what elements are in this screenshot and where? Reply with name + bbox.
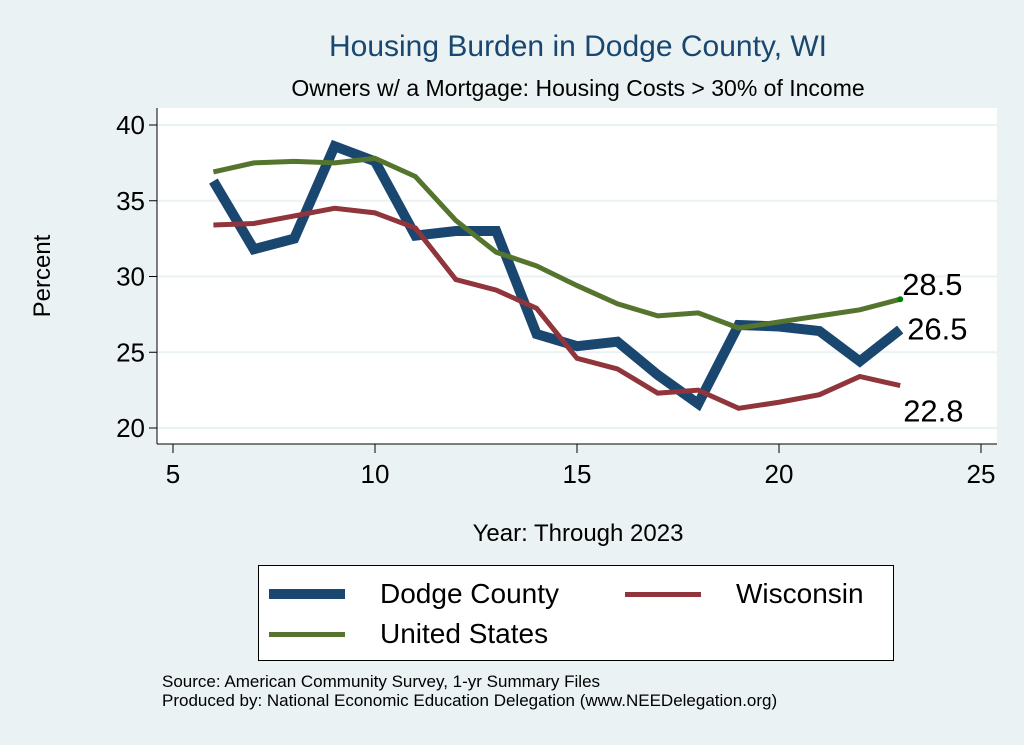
legend-swatch-wisconsin	[625, 591, 701, 597]
source-line: Source: American Community Survey, 1-yr …	[162, 672, 601, 691]
y-tick-label: 25	[116, 337, 145, 367]
legend-label: Dodge County	[380, 578, 560, 609]
legend-swatch-dodge-county	[269, 589, 345, 599]
producer-line: Produced by: National Economic Education…	[162, 691, 778, 710]
x-tick-label: 20	[765, 459, 794, 489]
y-axis-label: Percent	[29, 234, 56, 318]
legend-label: United States	[380, 618, 549, 649]
y-tick-label: 40	[116, 110, 145, 140]
x-axis-label: Year: Through 2023	[472, 520, 684, 547]
end-label-dodge-county: 26.5	[907, 312, 967, 347]
legend-item-wisconsin: Wisconsin	[625, 578, 864, 610]
legend-label: Wisconsin	[736, 578, 864, 609]
end-label-wisconsin: 22.8	[903, 394, 963, 429]
y-tick-label: 20	[116, 413, 145, 443]
x-tick-label: 15	[563, 459, 592, 489]
chart-subtitle: Owners w/ a Mortgage: Housing Costs > 30…	[291, 75, 865, 101]
y-tick-label: 30	[116, 262, 145, 292]
legend-item-united-states: United States	[269, 618, 548, 650]
source-note: Source: American Community Survey, 1-yr …	[162, 672, 777, 710]
end-marker-united-states	[897, 296, 904, 303]
y-tick-label: 35	[116, 186, 145, 216]
end-label-united-states: 28.5	[902, 267, 962, 302]
series-line-wisconsin	[213, 205, 901, 411]
legend-swatch-united-states	[269, 631, 345, 637]
x-tick-label: 10	[361, 459, 390, 489]
legend: Dodge County Wisconsin United States	[258, 565, 894, 661]
legend-item-dodge-county: Dodge County	[269, 578, 559, 610]
x-tick-label: 25	[967, 459, 996, 489]
x-tick-label: 5	[166, 459, 180, 489]
series-line-united-states	[212, 155, 901, 331]
chart-title: Housing Burden in Dodge County, WI	[328, 30, 828, 63]
